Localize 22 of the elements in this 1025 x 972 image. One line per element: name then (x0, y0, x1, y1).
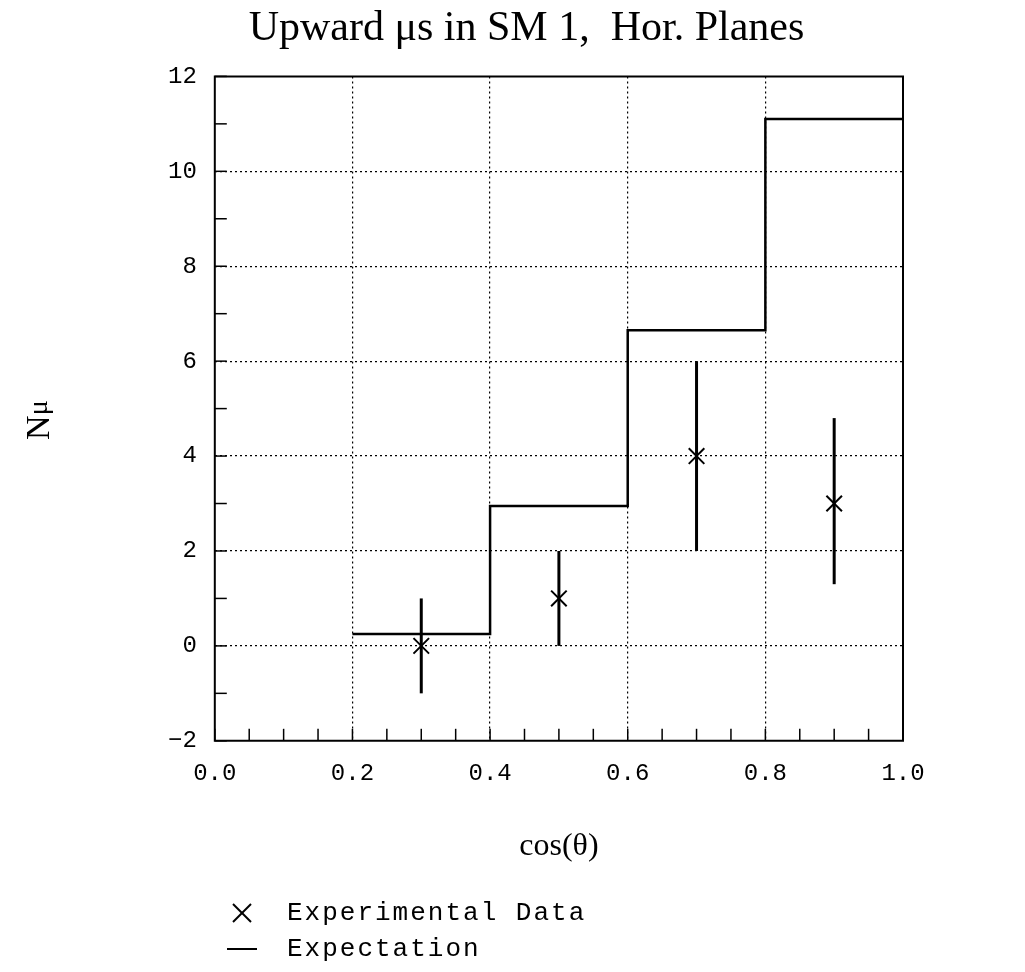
legend-label: Experimental Data (287, 898, 587, 928)
y-tick-label: 8 (182, 252, 197, 280)
point (687, 447, 706, 465)
x-tick-label: 0.6 (606, 759, 650, 787)
y-tick-label: −2 (167, 727, 197, 755)
y-tick-label: 6 (182, 347, 197, 375)
y-tick-label: 12 (167, 62, 197, 90)
legend-label: Expectation (287, 934, 481, 964)
chart-title: Upward μs in SM 1, Hor. Planes (248, 3, 805, 50)
x-tick-label: 0.2 (330, 759, 375, 787)
x-tick-label: 0.4 (468, 759, 512, 787)
x-tick-label: 0.0 (193, 759, 237, 787)
y-tick-label: 0 (182, 632, 197, 660)
x-tick-label: 0.8 (743, 759, 787, 787)
y-tick-label: 10 (167, 157, 197, 185)
y-tick-label: 2 (182, 537, 197, 565)
point (825, 494, 843, 513)
x-tick-label: 1.0 (881, 759, 925, 787)
point (412, 637, 431, 655)
point (550, 589, 568, 608)
x-axis-title: cos(θ) (519, 826, 599, 863)
y-tick-label: 4 (182, 442, 197, 470)
